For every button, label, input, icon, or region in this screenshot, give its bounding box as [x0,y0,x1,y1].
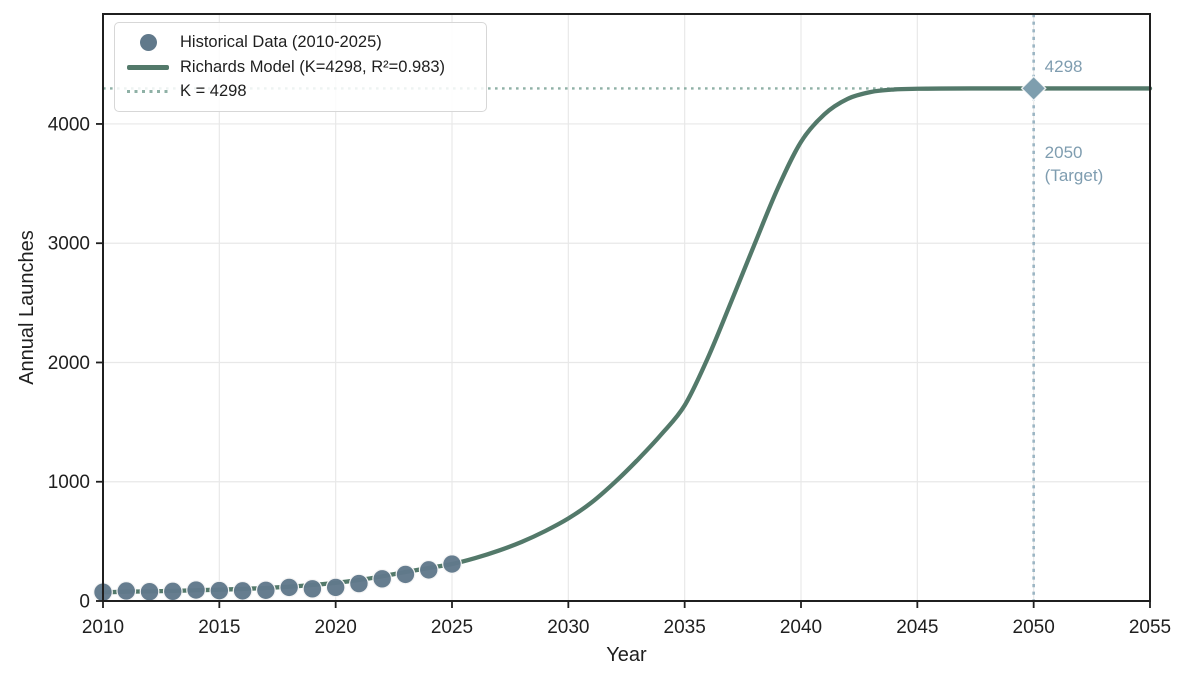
historical-data-point [255,580,276,601]
y-tick-label: 4000 [48,114,90,135]
target-diamond-marker [1020,75,1047,102]
x-tick-label: 2055 [1129,617,1171,638]
k-line-marker-icon [127,90,169,94]
x-tick-label: 2035 [664,617,706,638]
legend-label-k: K = 4298 [180,82,247,101]
legend-item-k: K = 4298 [125,79,474,104]
historical-data-point [139,581,160,602]
legend-item-historical: Historical Data (2010-2025) [125,30,474,55]
historical-data-point [116,581,137,601]
x-tick-label: 2050 [1013,617,1055,638]
x-tick-label: 2010 [82,617,124,638]
historical-data-point [302,578,323,599]
x-tick-label: 2020 [315,617,357,638]
legend-label-model: Richards Model (K=4298, R²=0.983) [180,57,446,76]
model-line-marker-icon [127,64,169,70]
historical-data-point [325,577,346,598]
historical-data-point [232,580,253,601]
y-tick-label: 0 [79,592,90,613]
x-tick-label: 2025 [431,617,473,638]
richards-model-curve [100,86,1153,595]
historical-data-point [418,559,439,580]
historical-data-point [209,580,230,601]
x-axis-label: Year [606,644,647,666]
legend-label-historical: Historical Data (2010-2025) [180,33,382,52]
y-tick-label: 1000 [48,472,90,493]
chart-legend: Historical Data (2010-2025) Richards Mod… [114,22,487,112]
x-tick-label: 2045 [896,617,938,638]
historical-data-point [349,573,369,594]
historical-data-point [162,581,183,602]
x-tick-label: 2030 [547,617,589,638]
historical-data-marker-icon [139,33,157,51]
k-value-label: 4298 [1045,57,1083,76]
historical-data-point [279,577,300,598]
y-axis-label: Annual Launches [16,230,38,385]
target-year-label: 2050 [1045,143,1083,162]
historical-data-point [442,554,462,574]
x-tick-label: 2015 [198,617,240,638]
historical-data-point [395,564,416,585]
y-tick-label: 2000 [48,353,90,374]
historical-data-point [186,580,206,600]
x-tick-label: 2040 [780,617,822,638]
historical-data-point [372,568,393,589]
plot-border [102,13,1151,602]
legend-item-model: Richards Model (K=4298, R²=0.983) [125,55,474,80]
y-tick-label: 3000 [48,234,90,255]
target-year-label: (Target) [1045,166,1104,185]
